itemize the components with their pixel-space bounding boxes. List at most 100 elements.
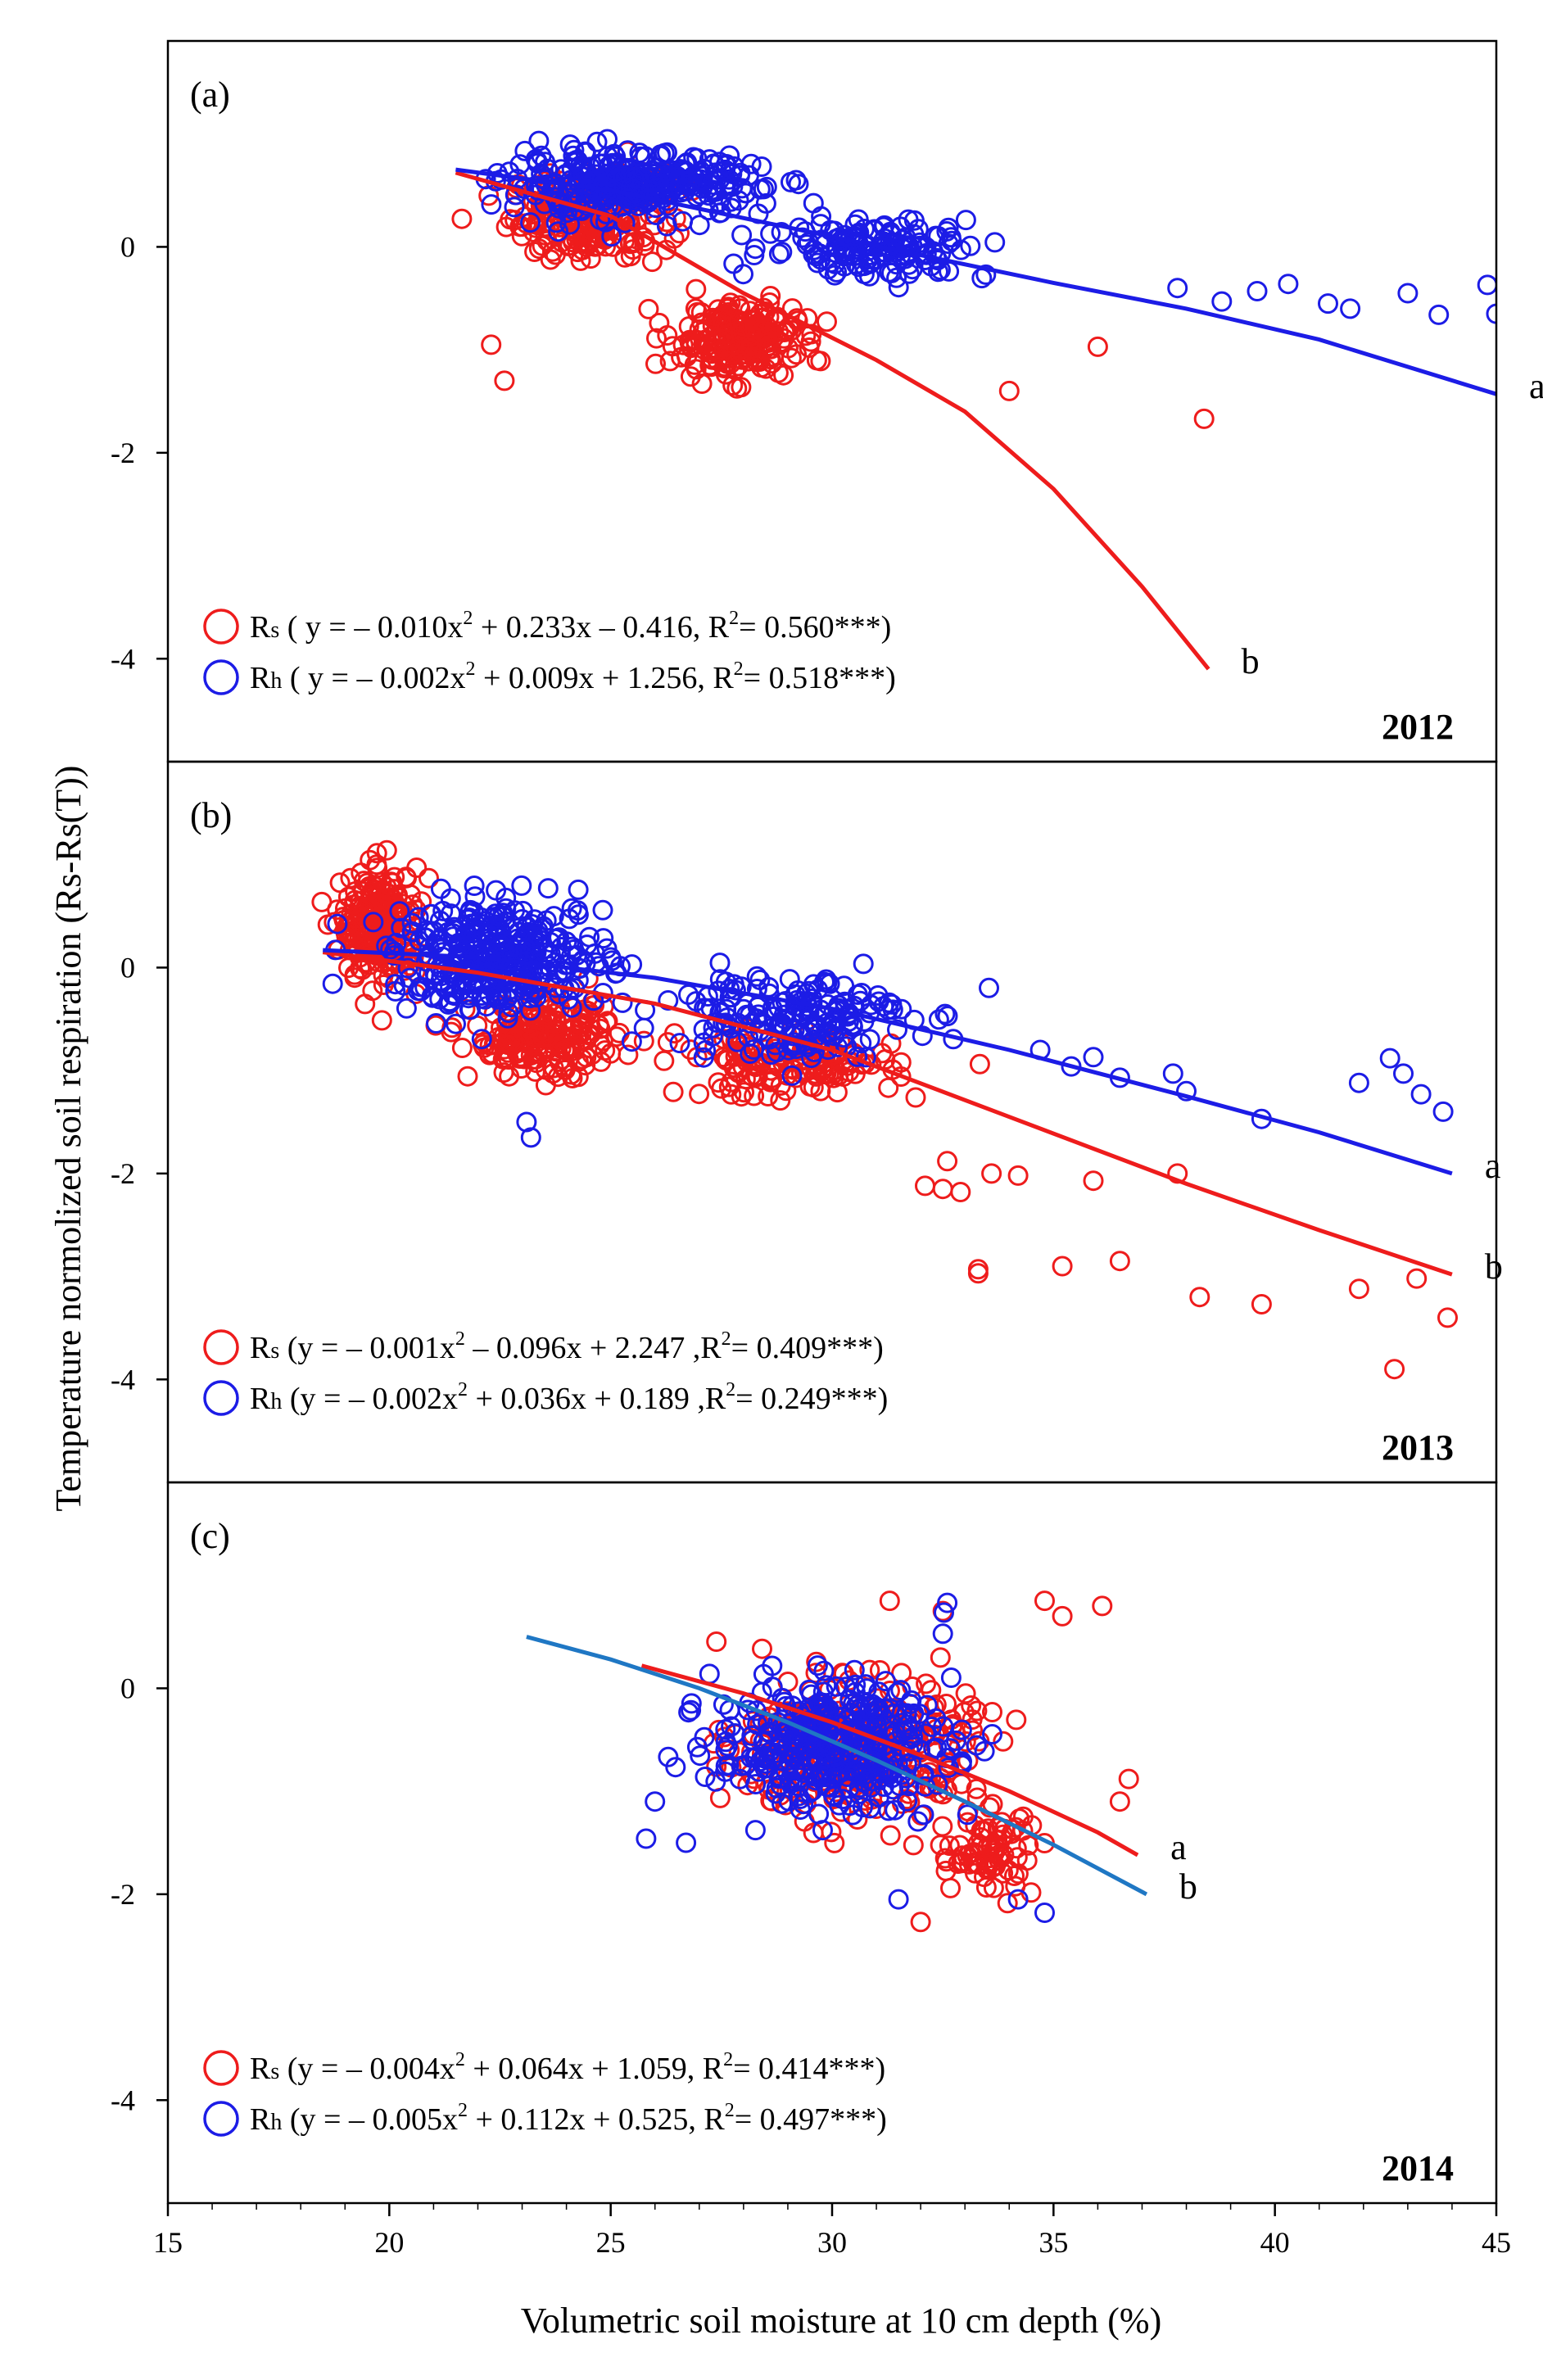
rs-point (542, 241, 563, 262)
rs-point (878, 1077, 899, 1098)
rh-point (862, 1704, 884, 1724)
rs-point (1052, 1256, 1073, 1277)
rh-point (819, 973, 840, 994)
rs-point (937, 1151, 958, 1172)
rh-point (561, 898, 582, 919)
rs-point (329, 872, 351, 894)
legend-superscript: 2 (465, 658, 475, 680)
legend-equation-part2: + 0.009x + 1.256, R (475, 661, 734, 695)
rs-point (371, 871, 392, 893)
rh-point (835, 1676, 857, 1698)
rh-point (832, 1789, 853, 1810)
legend-superscript: 2 (729, 608, 739, 629)
rh-point (1034, 1903, 1055, 1923)
rh-point (813, 1660, 835, 1681)
rh-point (902, 259, 923, 280)
rs-point (805, 1663, 826, 1684)
rs-point (961, 1695, 982, 1716)
rh-point (859, 265, 880, 287)
legend-superscript: 2 (455, 1328, 465, 1350)
rh-point (799, 980, 820, 1002)
legend-series-name: R (250, 610, 271, 645)
rh-point (559, 134, 581, 156)
rs-point (457, 1066, 478, 1087)
panel-b-points (311, 839, 1458, 1380)
legend-equation-part2: + 0.064x + 1.059, R (465, 2052, 724, 2086)
rh-point (913, 1804, 934, 1826)
rh-point (1348, 1072, 1369, 1093)
rs-legend-marker (203, 1329, 239, 1365)
rs-point (910, 1912, 931, 1933)
rh-point (923, 1738, 944, 1759)
rh-point (833, 1750, 854, 1771)
legend-superscript: 2 (458, 2100, 468, 2121)
rh-point (586, 131, 608, 152)
rh-point (982, 1724, 1002, 1744)
rs-point (1437, 1307, 1458, 1328)
rh-point (524, 909, 545, 930)
rs-point (905, 1087, 926, 1108)
rs-point (451, 208, 473, 229)
rh-point (826, 1715, 848, 1735)
rh-point (753, 1663, 774, 1685)
legend-series-sub: h (270, 668, 282, 694)
rh-point (928, 1009, 949, 1030)
rh-point (601, 226, 622, 247)
rs-point (535, 224, 556, 246)
rs-point (619, 233, 640, 255)
rs-point (419, 867, 439, 889)
rs-point (352, 908, 373, 930)
rs-fit-curve (455, 170, 1210, 671)
rh-fit-curve (323, 948, 1453, 1176)
panel-label: (a) (190, 75, 230, 115)
rh-point (448, 933, 469, 954)
rs-point (353, 881, 373, 903)
rh-point (435, 978, 456, 999)
rh-point (693, 1032, 714, 1053)
rs-point (485, 1034, 506, 1056)
rs-point (345, 881, 366, 903)
rs-point (494, 370, 515, 391)
rh-point (692, 165, 713, 187)
rh-point (772, 242, 793, 263)
legend-equation-part3: = 0.249***) (735, 1382, 888, 1416)
rh-point (803, 192, 824, 214)
rh-point (599, 156, 619, 176)
rh-point (523, 950, 544, 971)
rh-point (698, 185, 719, 206)
rs-point (406, 857, 428, 878)
rh-point (756, 176, 777, 197)
rh-point (504, 197, 525, 218)
rh-point (681, 1693, 702, 1714)
rs-legend-marker (203, 609, 239, 645)
rh-point (617, 140, 638, 161)
rh-point (853, 256, 875, 277)
rh-point (665, 1757, 686, 1778)
rh-point (563, 939, 585, 960)
rh-point (849, 990, 871, 1011)
rh-point (888, 1889, 909, 1910)
rh-point (528, 130, 550, 152)
rh-point (940, 1667, 962, 1688)
rh-point (1061, 1056, 1082, 1077)
rs-point (327, 899, 348, 921)
rh-point (568, 879, 589, 900)
rh-point (559, 214, 581, 235)
rs-point (657, 325, 678, 346)
legend-superscript: 2 (455, 2049, 465, 2070)
rs-point (740, 338, 762, 360)
rh-point (715, 1755, 736, 1776)
rh-point (765, 1783, 786, 1804)
rs-point (952, 1845, 973, 1866)
rh-point (543, 906, 564, 927)
rh-point (816, 969, 837, 990)
rs-point (1406, 1268, 1428, 1289)
rh-point (934, 1003, 956, 1025)
rh-point (545, 212, 567, 233)
rh-point (322, 973, 343, 994)
rh-point (709, 952, 731, 974)
curve-letter-a: a (1170, 1827, 1187, 1867)
rs-point (744, 1085, 765, 1106)
rs-point (1118, 1768, 1139, 1790)
